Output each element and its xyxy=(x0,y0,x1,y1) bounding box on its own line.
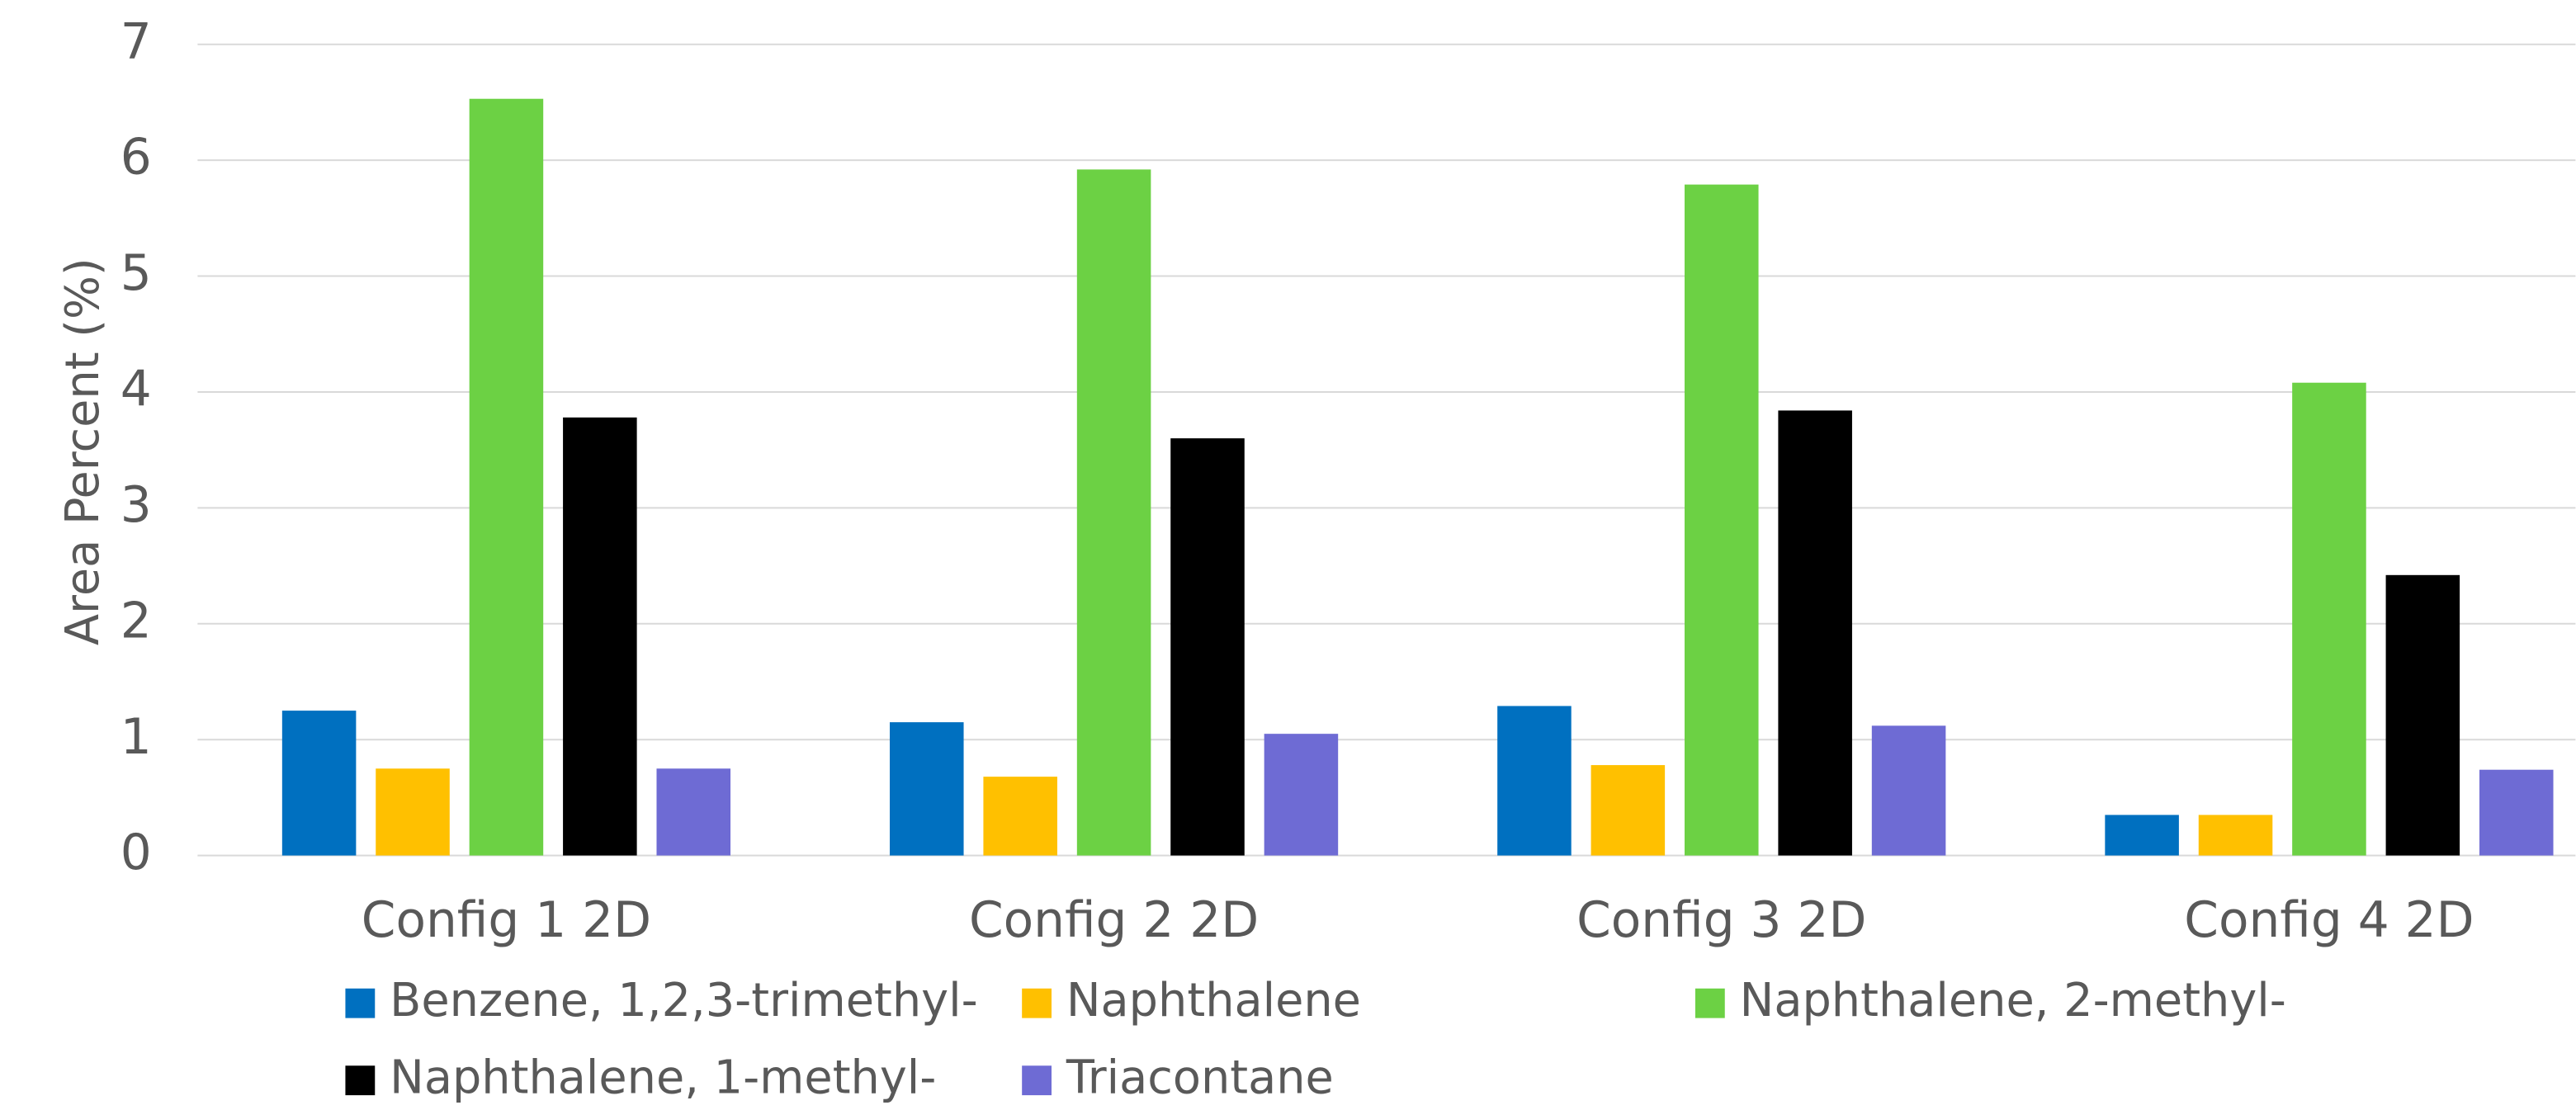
legend-swatch xyxy=(345,1065,376,1096)
bar xyxy=(1591,765,1666,856)
bar xyxy=(1170,438,1245,856)
y-tick-label: 5 xyxy=(121,245,152,302)
bar xyxy=(2385,574,2460,856)
bar xyxy=(1076,169,1151,856)
y-tick-label: 0 xyxy=(121,824,152,881)
y-axis-title: Area Percent (%) xyxy=(56,257,110,645)
y-tick-label: 2 xyxy=(121,593,152,649)
y-tick-label: 7 xyxy=(121,13,152,70)
legend-swatch xyxy=(1694,988,1725,1018)
y-tick-label: 6 xyxy=(121,130,152,187)
y-tick-label: 3 xyxy=(121,477,152,534)
y-tick-label: 4 xyxy=(121,361,152,418)
bar xyxy=(469,98,544,856)
bar xyxy=(1264,734,1339,856)
x-tick-label: Config 3 2D xyxy=(1576,892,1866,949)
bar xyxy=(281,711,357,856)
x-tick-label: Config 1 2D xyxy=(362,892,651,949)
legend-label: Triacontane xyxy=(1066,1051,1334,1104)
bar xyxy=(2479,769,2554,856)
legend-swatch xyxy=(1022,988,1052,1018)
x-tick-label: Config 4 2D xyxy=(2184,892,2474,949)
bar xyxy=(2105,815,2179,856)
bar xyxy=(376,768,450,856)
bar xyxy=(890,722,964,856)
bar xyxy=(1497,706,1572,856)
legend-swatch xyxy=(1022,1065,1052,1096)
bar xyxy=(2292,382,2366,856)
legend-label: Naphthalene, 1-methyl- xyxy=(390,1051,936,1104)
legend-swatch xyxy=(345,988,376,1018)
bar xyxy=(656,768,731,856)
legend-label: Naphthalene xyxy=(1066,974,1361,1027)
x-tick-label: Config 2 2D xyxy=(969,892,1259,949)
bar xyxy=(2198,815,2273,856)
legend-label: Naphthalene, 2-methyl- xyxy=(1740,974,2286,1027)
y-tick-label: 1 xyxy=(121,709,152,766)
bar xyxy=(1778,410,1852,856)
bar xyxy=(983,777,1057,856)
bar xyxy=(563,417,637,856)
bar xyxy=(1871,725,1946,856)
bar xyxy=(1684,184,1759,856)
legend-label: Benzene, 1,2,3-trimethyl- xyxy=(390,974,978,1027)
